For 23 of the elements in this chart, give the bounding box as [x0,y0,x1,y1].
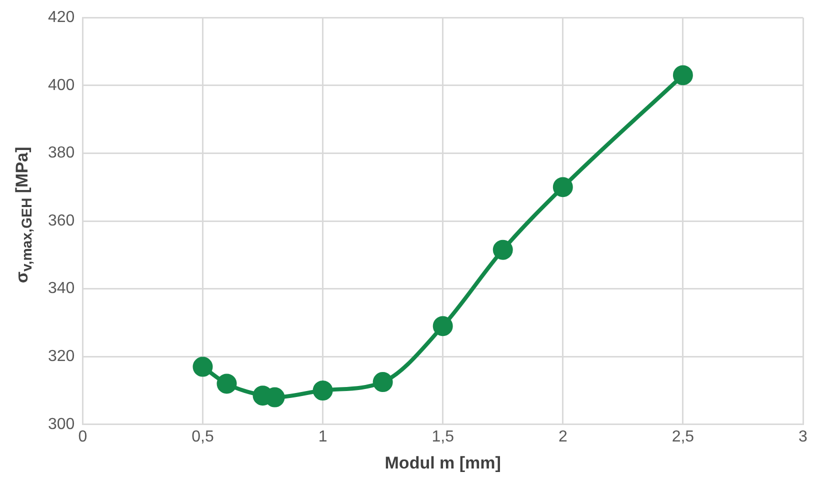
point [372,372,393,392]
x-tick-label: 0,5 [192,428,214,446]
y-tick-label: 300 [48,416,75,433]
x-tick-label: 2,5 [672,428,694,446]
y-tick-label: 360 [48,212,75,230]
y-tick-label: 380 [48,144,75,162]
x-tick-label: 2 [558,428,568,446]
x-tick-label: 1 [318,428,328,446]
y-tick-label: 320 [48,348,75,366]
point [192,356,213,377]
y-tick-label: 420 [48,9,75,26]
point [312,380,333,400]
point [552,177,573,198]
point [492,240,513,260]
point [216,374,237,394]
x-tick-label: 1,5 [432,428,454,446]
x-tick-label: 0 [78,428,88,446]
y-tick-label: 340 [48,280,75,298]
point [432,316,453,336]
point [672,65,693,86]
y-tick-label: 400 [48,76,75,94]
x-tick-label: 3 [798,428,808,446]
x-axis-title: Modul m [mm] [384,453,501,472]
